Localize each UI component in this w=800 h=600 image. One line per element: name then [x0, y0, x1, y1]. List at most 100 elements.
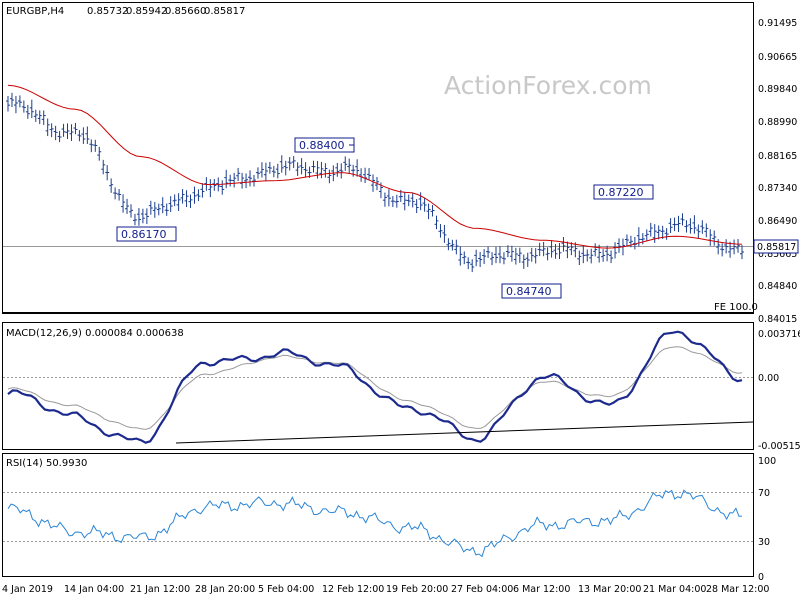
price-bar: [25, 104, 30, 119]
price-bar: [549, 240, 554, 258]
x-tick: 27 Feb 04:00: [451, 584, 513, 595]
price-bar: [49, 123, 54, 138]
rsi-tick: 100: [758, 456, 776, 467]
price-bar: [81, 127, 86, 144]
x-axis: 4 Jan 2019 14 Jan 04:00 21 Jan 12:00 28 …: [2, 584, 769, 595]
x-tick: 19 Feb 20:00: [386, 584, 448, 595]
price-bar: [33, 109, 38, 122]
price-bar: [466, 257, 471, 270]
price-bar: [275, 163, 280, 179]
price-bar: [394, 194, 399, 208]
x-tick: 6 Mar 12:00: [513, 584, 570, 595]
price-bar: [343, 156, 348, 171]
price-bar: [315, 160, 320, 179]
price-bar: [283, 160, 288, 176]
price-bar: [236, 167, 241, 181]
x-tick: 21 Mar 04:00: [643, 584, 706, 595]
rsi-title: RSI(14) 50.9930: [6, 458, 87, 469]
price-bar: [644, 229, 649, 241]
price-bar: [434, 215, 439, 230]
price-tick: 0.88165: [758, 151, 797, 162]
price-bar: [339, 163, 344, 179]
price-bar: [57, 130, 62, 143]
price-bar: [93, 139, 98, 152]
x-tick: 12 Feb 12:00: [322, 584, 384, 595]
price-bar: [720, 243, 725, 257]
price-bar: [267, 161, 272, 174]
price-bar: [172, 194, 177, 207]
price-bar: [613, 242, 618, 259]
price-bar: [319, 162, 324, 179]
price-bar: [414, 199, 419, 214]
x-tick: 28 Jan 20:00: [195, 584, 255, 595]
price-bar: [323, 163, 328, 178]
price-bar: [125, 198, 130, 214]
price-bar: [121, 194, 126, 213]
price-bar: [668, 218, 673, 234]
price-bar: [494, 246, 499, 264]
price-bar: [259, 162, 264, 178]
annotation-0.87220: 0.87220: [593, 184, 654, 200]
price-bar: [37, 110, 42, 125]
open-value: 0.85732: [87, 6, 128, 17]
annotation-box: [501, 283, 562, 299]
macd-signal-line: [7, 346, 743, 430]
price-bar: [446, 238, 451, 251]
price-bar: [553, 243, 558, 259]
price-bar: [482, 249, 487, 264]
price-bar: [537, 242, 542, 257]
annotation-label: 0.86170: [121, 228, 167, 241]
price-bar: [117, 189, 122, 201]
price-bar: [462, 251, 467, 265]
annotation-0.84740: 0.84740: [501, 283, 562, 299]
price-tick: 0.91495: [758, 18, 797, 29]
price-bar: [609, 250, 614, 264]
price-bar: [168, 196, 173, 212]
price-bar: [255, 167, 260, 179]
price-bar: [422, 198, 427, 212]
price-bar: [77, 130, 82, 142]
price-bar: [251, 174, 256, 187]
rsi-panel: [2, 453, 754, 577]
price-bar: [144, 208, 149, 225]
price-bar: [248, 170, 253, 187]
price-bar: [589, 248, 594, 264]
price-bar: [541, 241, 546, 257]
price-bar: [184, 190, 189, 208]
price-bar: [545, 247, 550, 261]
price-bar: [89, 139, 94, 153]
price-bar: [347, 158, 352, 174]
price-bar: [65, 123, 70, 140]
price-bar: [21, 100, 26, 113]
price-bar: [97, 146, 102, 161]
price-bar: [696, 224, 701, 239]
price-bar: [577, 250, 582, 266]
price-bar: [140, 208, 145, 224]
price-bar: [533, 248, 538, 264]
rsi-tick: 30: [758, 537, 770, 548]
price-bar: [478, 251, 483, 267]
macd-trendline: [175, 421, 754, 444]
price-bar: [740, 245, 744, 260]
price-bar: [152, 201, 157, 218]
price-bar: [430, 204, 435, 217]
price-bar: [109, 178, 114, 193]
price-bar: [128, 204, 133, 218]
price-panel: [2, 2, 754, 314]
price-bar: [271, 165, 276, 178]
price-bar: [648, 222, 653, 237]
price-bar: [196, 189, 201, 202]
price-bar: [454, 239, 459, 255]
price-bar: [438, 224, 443, 238]
x-tick: 5 Feb 04:00: [258, 584, 314, 595]
price-bar: [327, 169, 332, 184]
annotation-label: 0.88400: [299, 139, 345, 152]
price-bar: [244, 173, 249, 189]
price-bar: [652, 224, 657, 243]
current-price-box: [753, 239, 799, 254]
price-bar: [386, 189, 391, 207]
price-tick: 0.90665: [758, 52, 797, 63]
price-bar: [402, 191, 407, 211]
price-bar: [156, 203, 161, 216]
macd-panel: [2, 322, 754, 450]
